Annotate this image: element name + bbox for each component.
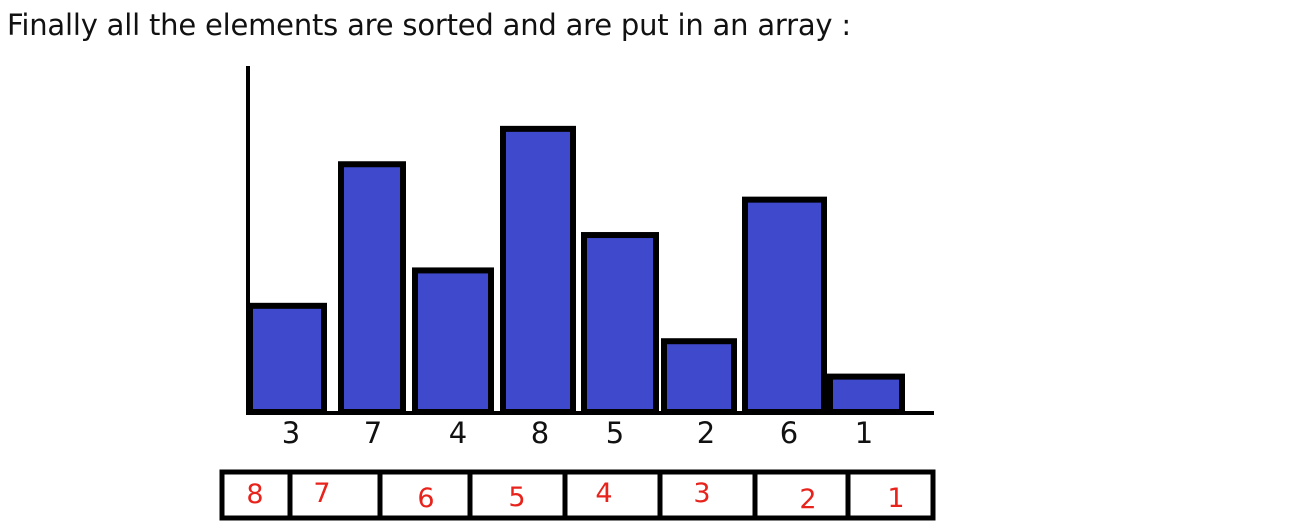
bar-4 xyxy=(412,267,494,415)
bar-8 xyxy=(500,125,576,415)
array-cell-value: 2 xyxy=(799,484,816,515)
bar-7 xyxy=(338,161,406,415)
x-tick-label: 2 xyxy=(697,416,715,450)
bar-2 xyxy=(661,338,737,415)
array-cell-value: 6 xyxy=(417,483,434,514)
x-tick-label: 3 xyxy=(282,416,300,450)
array-cell-value: 7 xyxy=(313,478,330,509)
x-tick-label: 8 xyxy=(531,416,549,450)
bar-3 xyxy=(247,302,327,415)
bar-6 xyxy=(742,196,827,415)
array-cell-value: 1 xyxy=(887,483,904,514)
x-tick-label: 4 xyxy=(449,416,467,450)
x-tick-label: 6 xyxy=(780,416,798,450)
array-cell-value: 3 xyxy=(693,478,710,509)
x-tick-labels: 3 7 4 8 5 2 6 1 xyxy=(282,416,873,450)
page-title: Finally all the elements are sorted and … xyxy=(7,8,851,42)
array-cell-value: 4 xyxy=(595,478,612,509)
array-frame xyxy=(219,469,936,521)
sorted-array: 8 7 6 5 4 3 2 1 xyxy=(219,469,936,521)
x-tick-label: 5 xyxy=(606,416,624,450)
bar-5 xyxy=(581,232,659,415)
bar-1 xyxy=(827,373,905,416)
x-tick-label: 1 xyxy=(855,416,873,450)
array-cell-value: 5 xyxy=(508,482,525,513)
array-cell-value: 8 xyxy=(246,479,263,510)
bars-group xyxy=(247,125,905,416)
x-tick-label: 7 xyxy=(364,416,382,450)
